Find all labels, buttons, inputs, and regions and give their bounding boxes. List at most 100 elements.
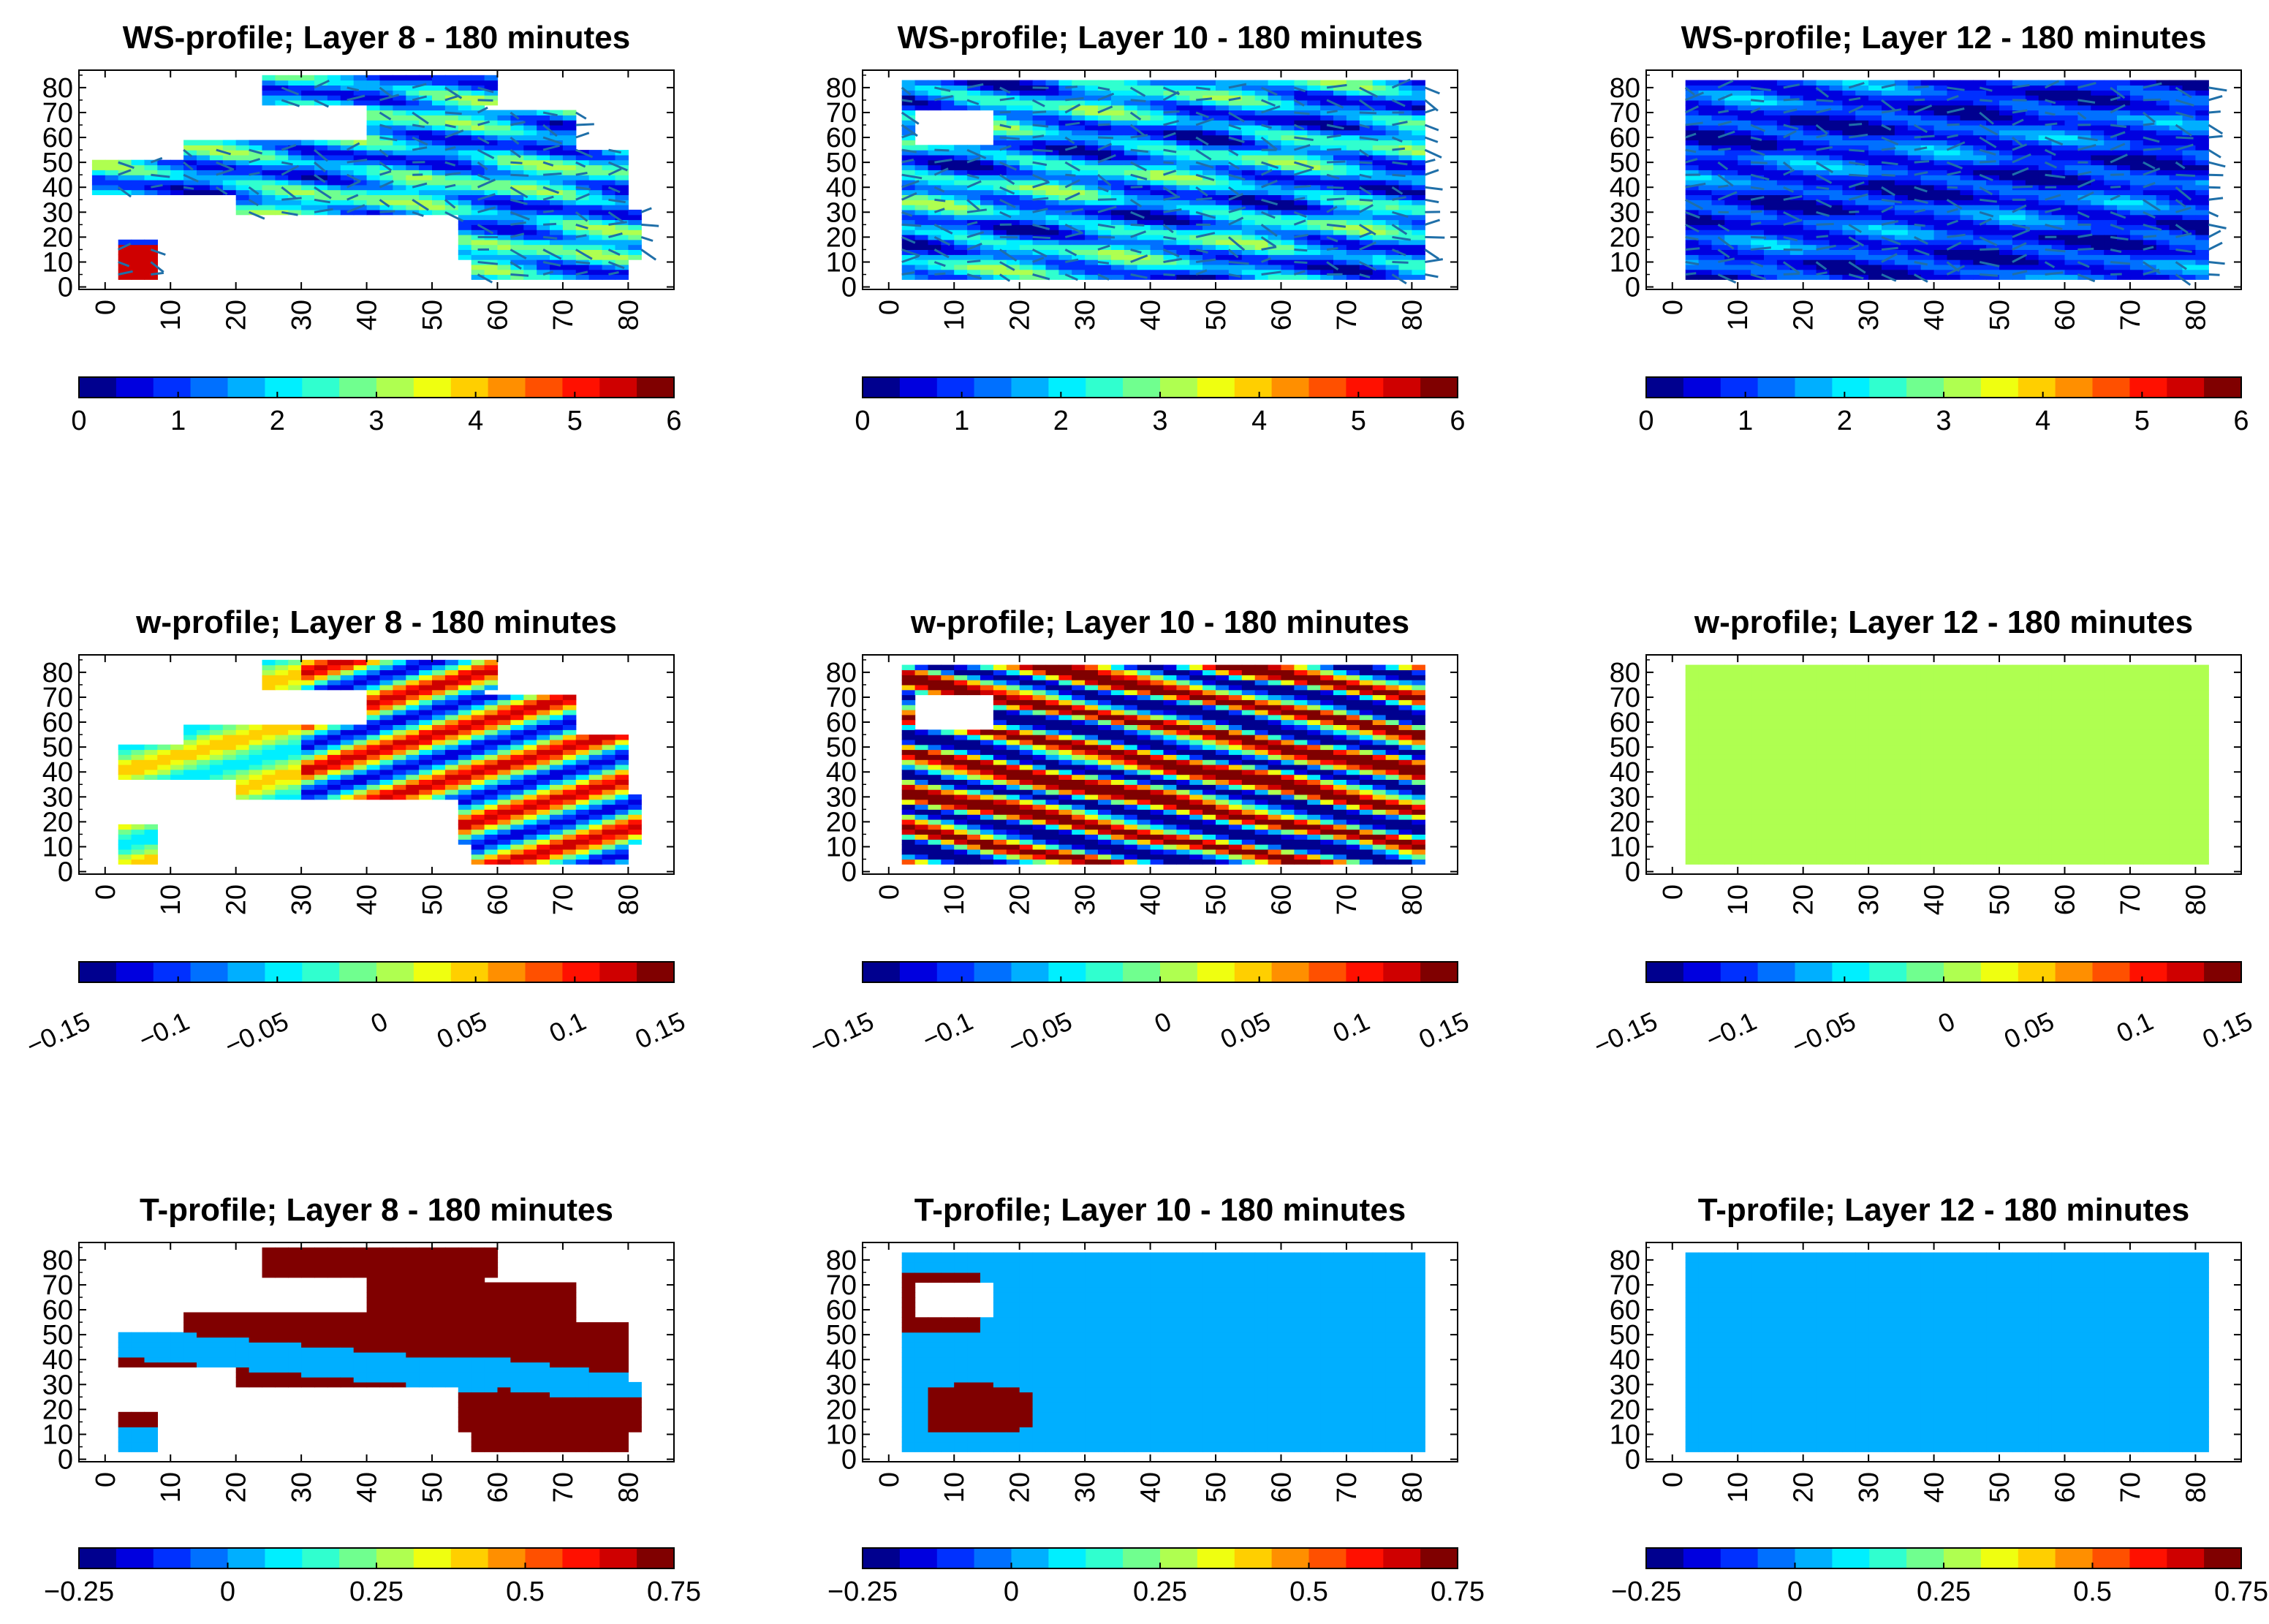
heatmap-cell: [1320, 170, 1334, 175]
heatmap-cell: [562, 244, 577, 250]
heatmap-cell: [497, 170, 511, 175]
heatmap-cell: [2064, 164, 2078, 170]
heatmap-cell: [1776, 249, 1791, 255]
heatmap-cell: [523, 229, 537, 235]
heatmap-cell: [1176, 120, 1190, 126]
heatmap-cell: [1398, 115, 1412, 121]
heatmap-cell: [1085, 95, 1099, 101]
heatmap-cell: [1216, 184, 1230, 191]
panel-2: WS-profile; Layer 10 - 180 minutes010203…: [826, 20, 1466, 436]
heatmap-cell: [458, 235, 472, 240]
heatmap-cell: [2129, 194, 2144, 200]
heatmap-cell: [2091, 184, 2105, 191]
heatmap-cell: [615, 170, 629, 175]
heatmap-cell: [1150, 110, 1164, 115]
heatmap-cell: [1907, 140, 1922, 145]
heatmap-cell: [1751, 99, 1765, 106]
heatmap-cell: [327, 200, 341, 205]
heatmap-cell: [967, 85, 981, 91]
heatmap-cell: [1085, 194, 1099, 200]
heatmap-cell: [1372, 115, 1387, 121]
heatmap-cell: [1163, 244, 1177, 250]
heatmap-cell: [1085, 244, 1099, 250]
heatmap-cell: [1868, 235, 1882, 240]
x-tick-label: 60: [1266, 300, 1297, 330]
wind-vector: [1424, 248, 1440, 260]
heatmap-cell: [1842, 140, 1856, 145]
heatmap-cell: [1803, 239, 1817, 246]
heatmap-cell: [1372, 90, 1387, 96]
heatmap-cell: [2025, 249, 2039, 255]
heatmap-cell: [235, 159, 250, 166]
heatmap-cell: [2143, 259, 2157, 265]
heatmap-cell: [2051, 154, 2066, 161]
wind-vector: [379, 124, 392, 129]
heatmap-cell: [1816, 105, 1830, 111]
heatmap-cell: [1999, 269, 2013, 276]
heatmap-cell: [1960, 239, 1974, 246]
heatmap-cell: [1907, 244, 1922, 250]
heatmap-cell: [1868, 259, 1882, 265]
heatmap-cell: [2169, 224, 2183, 230]
heatmap-cell: [1019, 140, 1034, 145]
heatmap-cell: [197, 159, 211, 166]
heatmap-cell: [406, 99, 420, 106]
heatmap-cell: [301, 145, 315, 151]
wind-vector: [1849, 210, 1860, 213]
wind-vector: [1947, 233, 1966, 238]
heatmap-cell: [1137, 95, 1151, 101]
wind-vector: [1946, 141, 1966, 151]
heatmap-cell: [497, 214, 511, 221]
colorbar-segment: [525, 377, 563, 398]
heatmap-cell: [1920, 150, 1935, 156]
wind-vector: [933, 224, 953, 235]
heatmap-cell: [393, 170, 406, 175]
heatmap-cell: [523, 110, 537, 115]
wind-vector: [1293, 86, 1306, 93]
heatmap-cell: [2169, 239, 2183, 246]
heatmap-cell: [1738, 235, 1751, 240]
wind-vector: [1032, 181, 1050, 189]
heatmap-cell: [1711, 274, 1725, 280]
heatmap-cell: [1882, 214, 1895, 221]
heatmap-cell: [262, 170, 276, 175]
heatmap-cell: [1019, 214, 1034, 221]
heatmap-cell: [432, 205, 446, 210]
heatmap-cell: [967, 95, 981, 101]
heatmap-cell: [1711, 254, 1725, 260]
heatmap-cell: [314, 150, 328, 156]
heatmap-cell: [288, 180, 302, 186]
heatmap-cell: [1216, 239, 1230, 246]
heatmap-cell: [1738, 264, 1751, 270]
wind-vector: [1685, 272, 1697, 276]
wind-vector: [1947, 86, 1965, 91]
heatmap-cell: [288, 175, 302, 181]
heatmap-cell: [628, 239, 642, 246]
heatmap-cell: [588, 259, 603, 265]
heatmap-cell: [1333, 239, 1347, 246]
heatmap-cell: [1803, 244, 1817, 250]
heatmap-cell: [1412, 239, 1425, 246]
heatmap-cell: [2129, 105, 2144, 111]
heatmap-cell: [209, 164, 224, 170]
heatmap-cell: [2169, 244, 2183, 250]
heatmap-cell: [1333, 134, 1347, 140]
heatmap-cell: [1189, 189, 1203, 195]
heatmap-cell: [314, 184, 328, 191]
heatmap-cell: [1412, 244, 1425, 250]
heatmap-cell: [941, 274, 955, 280]
wind-vector: [966, 259, 981, 263]
heatmap-cell: [2025, 180, 2039, 186]
heatmap-cell: [1685, 129, 1700, 136]
heatmap-cell: [366, 189, 381, 195]
heatmap-cell: [1776, 90, 1791, 96]
heatmap-cell: [1412, 164, 1425, 170]
heatmap-cell: [1711, 145, 1725, 151]
heatmap-cell: [1085, 120, 1099, 126]
heatmap-cell: [1986, 229, 2000, 235]
wind-vector: [314, 198, 330, 204]
heatmap-cell: [1189, 264, 1203, 270]
wind-vector: [412, 124, 425, 129]
heatmap-cell: [2077, 249, 2091, 255]
heatmap-cell: [432, 154, 446, 161]
